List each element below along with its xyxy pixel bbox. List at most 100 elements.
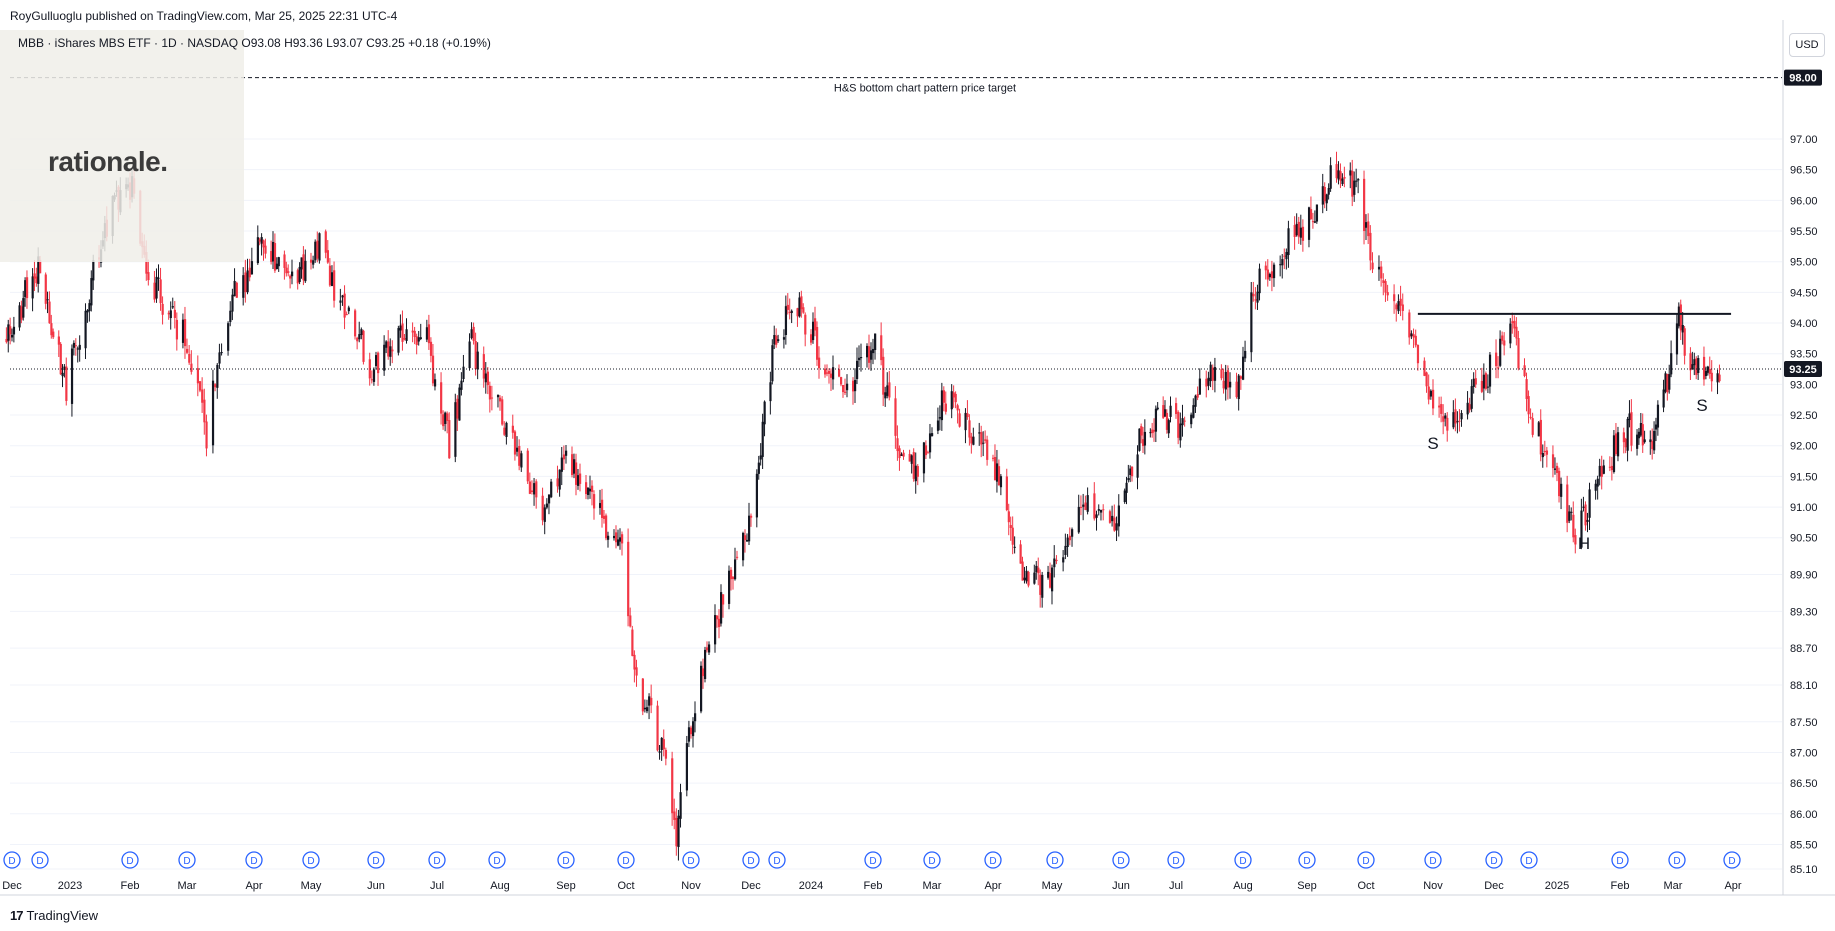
candle xyxy=(1395,302,1398,322)
dividend-icon[interactable]: D xyxy=(31,851,49,869)
candle xyxy=(1307,206,1311,248)
dividend-icon[interactable]: D xyxy=(1298,851,1316,869)
candle xyxy=(579,463,582,492)
candle xyxy=(720,584,723,627)
candle xyxy=(1363,170,1366,245)
dividend-icon[interactable]: D xyxy=(1485,851,1503,869)
candle xyxy=(310,252,313,270)
candle xyxy=(673,798,676,830)
candle xyxy=(1323,182,1326,209)
dividend-icon[interactable]: D xyxy=(1723,851,1741,869)
candle xyxy=(1570,507,1573,521)
footer-brand[interactable]: 17 TradingView xyxy=(10,908,98,923)
candle xyxy=(1497,356,1500,379)
candle xyxy=(1019,540,1022,564)
time-tick-label: Dec xyxy=(2,880,22,892)
candle xyxy=(627,528,630,627)
dividend-icon[interactable]: D xyxy=(768,851,786,869)
candle xyxy=(603,510,606,524)
dividend-icon[interactable]: D xyxy=(1234,851,1252,869)
candle xyxy=(1102,504,1105,521)
time-tick-label: Nov xyxy=(681,880,701,892)
candle xyxy=(1183,416,1186,427)
candle xyxy=(1662,379,1665,413)
pattern-label-shoulder: S xyxy=(1696,396,1707,415)
price-tick-label: 86.50 xyxy=(1790,778,1818,790)
dividend-icon[interactable]: D xyxy=(617,851,635,869)
dividend-icon[interactable]: D xyxy=(428,851,446,869)
candle xyxy=(796,307,799,327)
svg-text:D: D xyxy=(1490,856,1497,867)
candle xyxy=(18,302,21,331)
dividend-icon[interactable]: D xyxy=(682,851,700,869)
candle xyxy=(755,469,759,528)
candle xyxy=(1297,216,1300,244)
dividend-icon[interactable]: D xyxy=(742,851,760,869)
dividend-icon[interactable]: D xyxy=(1424,851,1442,869)
candle xyxy=(11,328,14,342)
candle xyxy=(316,231,319,263)
dividend-icon[interactable]: D xyxy=(557,851,575,869)
candle xyxy=(345,311,348,316)
candle xyxy=(446,411,449,434)
dividend-icon[interactable]: D xyxy=(367,851,385,869)
candle xyxy=(283,250,286,280)
candle xyxy=(1153,418,1156,442)
dividend-icon[interactable]: D xyxy=(302,851,320,869)
candle xyxy=(884,386,887,407)
candle xyxy=(419,323,422,341)
time-tick-label: 2025 xyxy=(1545,880,1569,892)
candle xyxy=(1325,193,1328,211)
candle xyxy=(1708,356,1711,379)
candle xyxy=(1574,528,1577,554)
currency-button[interactable]: USD xyxy=(1789,33,1825,57)
candle xyxy=(732,575,735,590)
time-axis[interactable]: Dec 2023 Feb Mar Apr May Jun Jul Aug Sep Oct Nov Dec… xyxy=(2,880,1742,892)
candle xyxy=(769,371,772,415)
candle xyxy=(86,309,89,323)
price-tick-label: 91.50 xyxy=(1790,471,1818,483)
candle xyxy=(992,454,995,462)
candle xyxy=(914,452,917,494)
dividend-icon[interactable]: D xyxy=(923,851,941,869)
dividend-icon[interactable]: D xyxy=(1167,851,1185,869)
time-tick-label: Jul xyxy=(430,880,444,892)
svg-text:D: D xyxy=(989,856,996,867)
candle xyxy=(798,292,801,318)
price-axis[interactable]: 97.00 96.50 96.00 95.50 95.00 94.50 94.00 93.50… xyxy=(1790,134,1818,876)
candle xyxy=(952,385,955,408)
candle xyxy=(685,735,689,797)
candle xyxy=(545,498,549,510)
dividend-icon[interactable]: D xyxy=(121,851,139,869)
candle xyxy=(1399,285,1402,317)
candle xyxy=(692,717,695,748)
candle xyxy=(694,701,697,733)
candle xyxy=(425,319,429,343)
dividend-icon[interactable]: D xyxy=(1112,851,1130,869)
dividend-icon[interactable]: D xyxy=(864,851,882,869)
dividend-icon[interactable]: D xyxy=(3,851,21,869)
dividend-icon[interactable]: D xyxy=(178,851,196,869)
candle xyxy=(912,448,915,482)
candle xyxy=(993,444,997,481)
dividend-icon[interactable]: D xyxy=(1611,851,1629,869)
candle xyxy=(716,615,719,628)
candle xyxy=(1053,545,1056,578)
candle xyxy=(499,395,502,411)
dividend-icon[interactable]: D xyxy=(1668,851,1686,869)
candle xyxy=(1237,374,1240,411)
candle xyxy=(1614,422,1618,456)
dividend-icon[interactable]: D xyxy=(1520,851,1538,869)
dividend-icon[interactable]: D xyxy=(1357,851,1375,869)
candle xyxy=(966,400,969,420)
candle xyxy=(648,693,651,720)
dividend-icon[interactable]: D xyxy=(488,851,506,869)
dividend-icon[interactable]: D xyxy=(984,851,1002,869)
dividend-icon[interactable]: D xyxy=(245,851,263,869)
candle xyxy=(1596,475,1599,500)
candle xyxy=(33,260,36,292)
candle xyxy=(1165,409,1169,434)
candle xyxy=(1568,505,1571,524)
dividend-icon[interactable]: D xyxy=(1046,851,1064,869)
